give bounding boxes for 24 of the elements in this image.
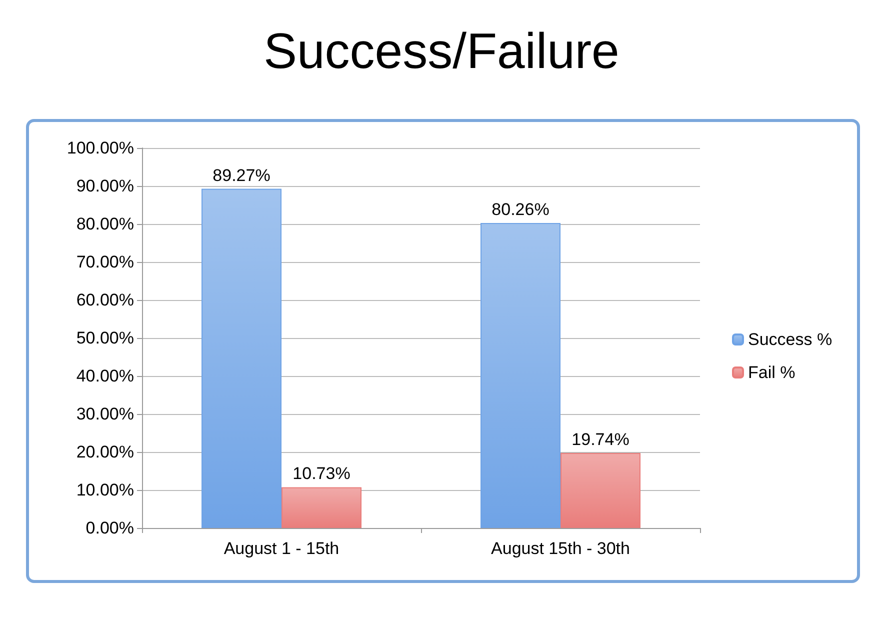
data-label: 19.74% [572,430,630,449]
y-tick-label: 90.00% [76,176,134,196]
y-tick-label: 30.00% [76,404,134,424]
y-tick-label: 60.00% [76,290,134,310]
y-tick-label: 70.00% [76,252,134,272]
y-tick-label: 20.00% [76,442,134,462]
bar [480,223,560,528]
data-label: 10.73% [292,464,350,484]
legend-label: Success % [748,330,832,349]
y-tick-label: 0.00% [86,518,134,538]
legend-label: Fail % [748,363,796,382]
x-tick-label: August 1 - 15th [224,539,340,558]
chart-title: Success/Failure [262,22,620,80]
data-label: 89.27% [212,166,270,185]
y-tick-label: 10.00% [76,480,134,500]
y-tick-label: 100.00% [66,138,134,158]
x-tick-label: August 15th - 30th [491,539,630,558]
y-tick-label: 80.00% [76,214,134,234]
y-tick-label: 40.00% [76,366,134,386]
bar [282,487,362,528]
bar [560,452,640,528]
bar [202,188,282,528]
data-label: 80.26% [492,200,550,220]
y-tick-label: 50.00% [76,328,134,348]
